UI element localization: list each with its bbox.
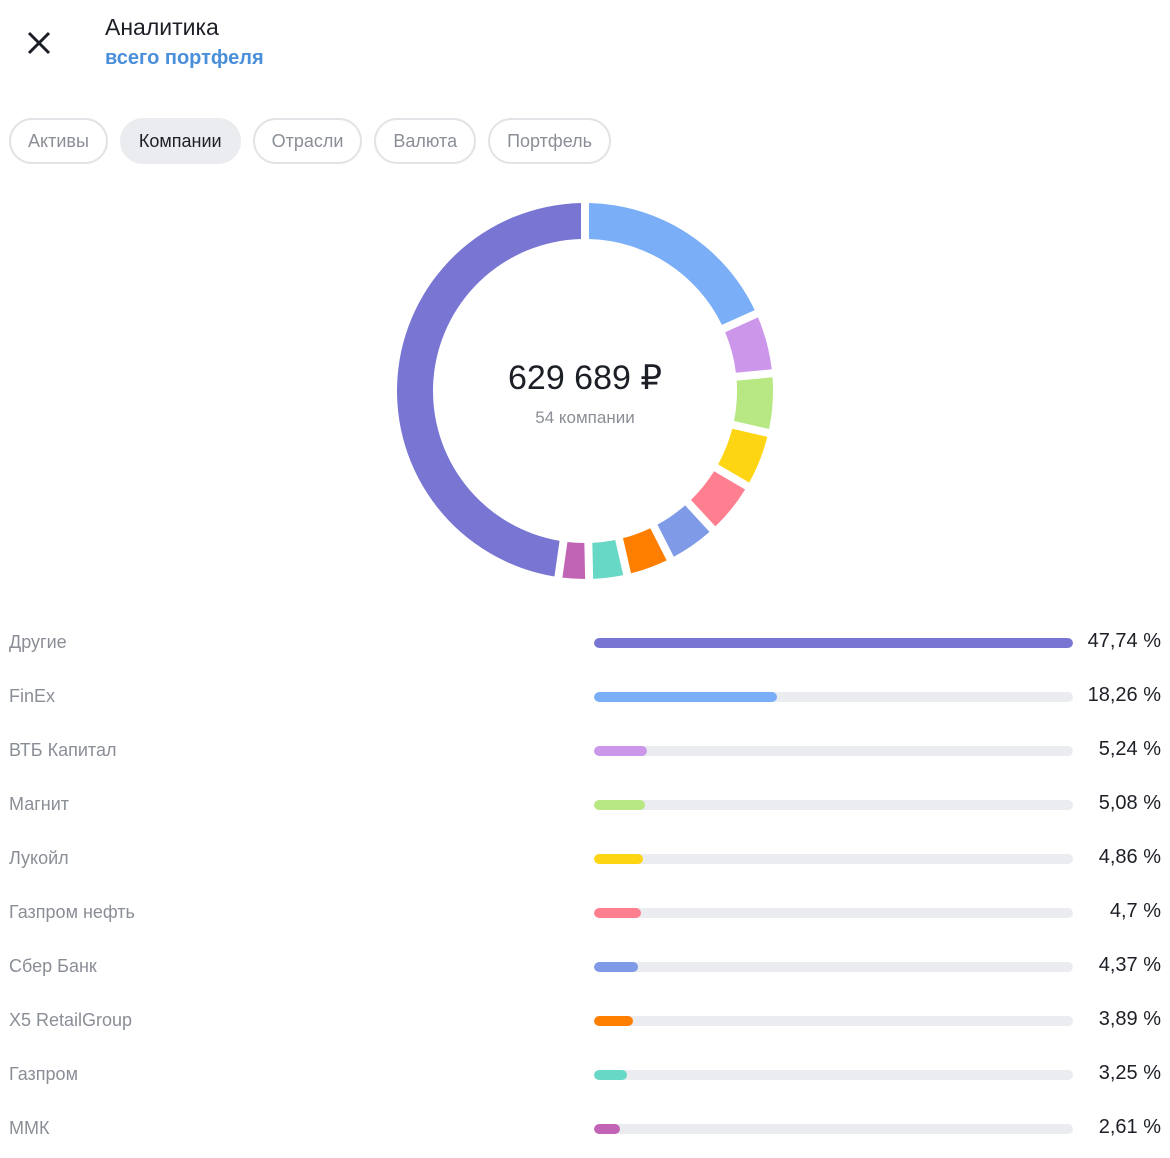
company-name: X5 RetailGroup [9, 1010, 133, 1030]
share-bar-fill [594, 962, 638, 972]
share-percent: 5,08 % [1098, 792, 1161, 814]
share-bar-fill [594, 692, 778, 702]
share-percent: 3,89 % [1098, 1008, 1161, 1030]
portfolio-selector-link[interactable]: всего портфеля [105, 47, 264, 69]
company-name: Другие [9, 632, 67, 652]
share-bar-fill [594, 854, 643, 864]
list-item: FinEx 18,26 % [0, 682, 1170, 712]
share-bar [594, 638, 1073, 648]
share-percent: 4,37 % [1098, 954, 1161, 976]
tabs: Активы Компании Отрасли Валюта Портфель [9, 118, 612, 164]
share-percent: 3,25 % [1098, 1062, 1161, 1084]
tab-currency[interactable]: Валюта [374, 118, 477, 164]
donut-slice-5 [690, 471, 746, 527]
donut-slice-2 [725, 317, 772, 373]
page-title: Аналитика [105, 14, 219, 40]
share-bar [594, 908, 1073, 918]
list-item: ВТБ Капитал 5,24 % [0, 736, 1170, 766]
total-amount: 629 689 ₽ [508, 359, 662, 397]
donut-slice-4 [718, 428, 768, 483]
list-item: Сбер Банк 4,37 % [0, 952, 1170, 982]
tab-portfolio[interactable]: Портфель [488, 118, 612, 164]
list-item: Газпром 3,25 % [0, 1060, 1170, 1090]
share-bar [594, 800, 1073, 810]
list-item: Лукойл 4,86 % [0, 844, 1170, 874]
share-bar-fill [594, 638, 1073, 648]
company-name: Магнит [9, 794, 70, 814]
share-bar [594, 692, 1073, 702]
donut-slice-3 [734, 377, 773, 430]
share-bar [594, 854, 1073, 864]
donut-slice-7 [622, 528, 667, 574]
list-item: ММК 2,61 % [0, 1114, 1170, 1144]
company-name: ММК [9, 1118, 50, 1138]
tab-sectors[interactable]: Отрасли [252, 118, 363, 164]
tab-companies[interactable]: Компании [119, 118, 241, 164]
company-name: Газпром нефть [9, 902, 135, 922]
donut-slice-9 [562, 541, 586, 579]
donut-slice-10 [397, 203, 582, 577]
donut-slice-8 [592, 539, 624, 579]
share-percent: 5,24 % [1098, 738, 1161, 760]
company-name: Сбер Банк [9, 956, 97, 976]
donut-slice-6 [657, 505, 710, 557]
list-item: Газпром нефть 4,7 % [0, 898, 1170, 928]
share-bar-fill [594, 1124, 621, 1134]
company-name: ВТБ Капитал [9, 740, 117, 760]
share-bar-fill [594, 1070, 627, 1080]
share-percent: 2,61 % [1098, 1116, 1161, 1138]
share-percent: 4,86 % [1098, 846, 1161, 868]
list-item: Магнит 5,08 % [0, 790, 1170, 820]
share-bar-fill [594, 800, 645, 810]
tab-assets[interactable]: Активы [9, 118, 108, 164]
company-name: Лукойл [9, 848, 69, 868]
company-name: Газпром [9, 1064, 78, 1084]
list-item: Другие 47,74 % [0, 628, 1170, 658]
share-bar [594, 1016, 1073, 1026]
share-percent: 4,7 % [1109, 900, 1161, 922]
donut-slice-1 [588, 203, 755, 325]
companies-count: 54 компании [535, 408, 635, 427]
company-name: FinEx [9, 686, 56, 706]
close-icon[interactable] [24, 28, 54, 58]
share-bar-fill [594, 746, 647, 756]
share-bar [594, 962, 1073, 972]
share-bar-fill [594, 908, 642, 918]
share-bar-fill [594, 1016, 634, 1026]
share-bar [594, 1124, 1073, 1134]
share-bar [594, 1070, 1073, 1080]
share-bar [594, 746, 1073, 756]
share-percent: 47,74 % [1087, 630, 1161, 652]
share-percent: 18,26 % [1087, 684, 1161, 706]
list-item: X5 RetailGroup 3,89 % [0, 1006, 1170, 1036]
donut-chart [397, 203, 773, 579]
